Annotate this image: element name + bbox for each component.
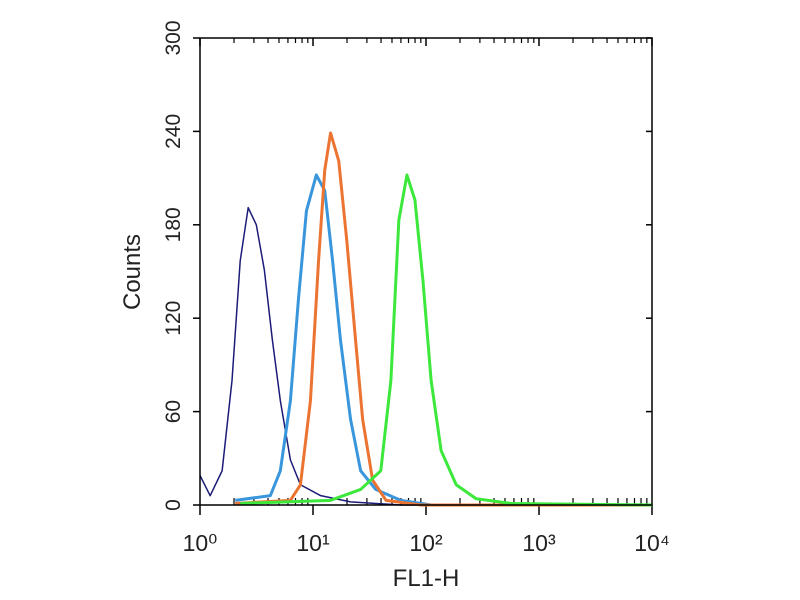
y-tick-label: 180	[162, 207, 185, 242]
x-tick-label: 10³	[522, 530, 556, 556]
x-tick-label: 10²	[409, 530, 443, 556]
y-tick-label: 240	[162, 114, 185, 149]
series-line	[235, 173, 652, 507]
y-tick-label: 60	[162, 400, 185, 423]
series-line	[199, 206, 652, 506]
y-tick-label: 0	[162, 499, 185, 511]
y-tick-label: 120	[162, 301, 185, 336]
x-axis-label: FL1-H	[393, 565, 460, 592]
plot-frame	[199, 37, 653, 506]
x-tick-label: 10⁰	[183, 530, 218, 556]
x-tick-label: 10¹	[296, 530, 330, 556]
series-line	[235, 131, 652, 507]
y-axis-label: Counts	[119, 234, 146, 310]
series-line	[240, 173, 653, 507]
x-tick-label: 10⁴	[634, 530, 669, 556]
y-tick-label: 300	[162, 20, 185, 55]
